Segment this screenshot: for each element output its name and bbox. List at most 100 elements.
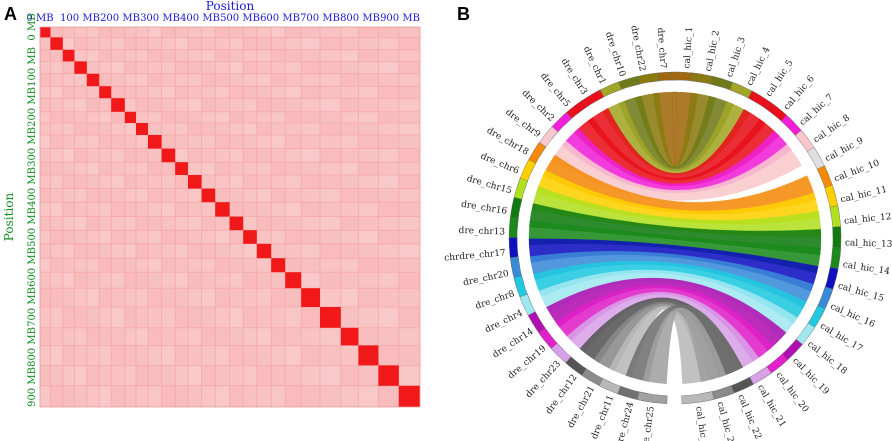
heatmap-offdiag-cell <box>74 111 87 123</box>
heatmap-offdiag-cell <box>111 327 125 346</box>
heatmap-offdiag-cell <box>62 37 75 50</box>
panel-b-label: B <box>457 4 470 24</box>
heatmap-offdiag-cell <box>301 188 320 203</box>
heatmap-offdiag-cell <box>136 37 148 50</box>
heatmap-offdiag-cell <box>188 288 202 307</box>
heatmap-offdiag-cell <box>111 49 125 62</box>
heatmap-offdiag-cell <box>271 307 286 328</box>
heatmap-offdiag-cell <box>124 202 136 217</box>
heatmap-offdiag-cell <box>340 202 359 217</box>
heatmap-x-tick-label: 500 MB <box>220 13 260 24</box>
chord-segments <box>508 71 842 405</box>
heatmap-offdiag-cell <box>340 111 359 123</box>
heatmap-offdiag-cell <box>99 175 112 189</box>
heatmap-offdiag-cell <box>124 123 136 135</box>
heatmap-offdiag-cell <box>50 123 63 135</box>
heatmap-offdiag-cell <box>301 216 320 231</box>
heatmap-offdiag-cell <box>229 148 244 163</box>
heatmap-offdiag-cell <box>86 243 100 259</box>
heatmap-offdiag-cell <box>243 327 257 346</box>
heatmap-offdiag-cell <box>40 98 51 112</box>
heatmap-offdiag-cell <box>320 243 341 259</box>
heatmap-offdiag-cell <box>74 49 87 62</box>
heatmap-offdiag-cell <box>99 162 112 175</box>
heatmap-offdiag-cell <box>320 272 341 289</box>
heatmap-offdiag-cell <box>358 175 379 189</box>
heatmap-offdiag-cell <box>124 148 136 163</box>
heatmap-offdiag-cell <box>398 307 420 328</box>
heatmap-diagonal-block <box>378 365 399 386</box>
chord-label-dre_chr1: dre_chr1 <box>581 45 607 86</box>
heatmap-offdiag-cell <box>74 98 87 112</box>
heatmap-offdiag-cell <box>175 123 188 135</box>
heatmap-offdiag-cell <box>340 188 359 203</box>
heatmap-offdiag-cell <box>124 385 136 407</box>
heatmap-y-tick-label: 300 MB <box>27 127 38 167</box>
heatmap-offdiag-cell <box>40 230 51 244</box>
heatmap-offdiag-cell <box>99 188 112 203</box>
heatmap-offdiag-cell <box>229 230 244 244</box>
heatmap-offdiag-cell <box>229 37 244 50</box>
heatmap-offdiag-cell <box>161 327 176 346</box>
heatmap-offdiag-cell <box>301 98 320 112</box>
heatmap-offdiag-cell <box>161 123 176 135</box>
heatmap-diagonal-block <box>148 135 162 149</box>
heatmap-offdiag-cell <box>340 345 359 366</box>
heatmap-diagonal-block <box>188 175 202 189</box>
heatmap-offdiag-cell <box>340 86 359 99</box>
heatmap-offdiag-cell <box>188 111 202 123</box>
heatmap-offdiag-cell <box>74 288 87 307</box>
chord-segment-cal_hic_24 <box>681 391 715 405</box>
heatmap-offdiag-cell <box>201 73 216 87</box>
heatmap-offdiag-cell <box>188 272 202 289</box>
heatmap-offdiag-cell <box>161 365 176 386</box>
heatmap-offdiag-cell <box>301 258 320 273</box>
chord-label-dre_chr9: dre_chr9 <box>503 108 542 141</box>
heatmap-offdiag-cell <box>201 365 216 386</box>
heatmap-offdiag-cell <box>111 216 125 231</box>
heatmap-offdiag-cell <box>229 345 244 366</box>
heatmap-offdiag-cell <box>124 327 136 346</box>
heatmap-offdiag-cell <box>86 230 100 244</box>
heatmap-offdiag-cell <box>256 98 272 112</box>
heatmap-offdiag-cell <box>111 61 125 74</box>
heatmap-offdiag-cell <box>398 216 420 231</box>
heatmap-offdiag-cell <box>74 175 87 189</box>
heatmap-offdiag-cell <box>215 288 230 307</box>
heatmap-offdiag-cell <box>215 98 230 112</box>
heatmap-offdiag-cell <box>285 188 302 203</box>
heatmap-offdiag-cell <box>62 162 75 175</box>
heatmap-offdiag-cell <box>229 123 244 135</box>
heatmap-offdiag-cell <box>201 123 216 135</box>
heatmap-offdiag-cell <box>50 98 63 112</box>
heatmap-y-tick-label: 900 MB <box>27 367 38 407</box>
heatmap-offdiag-cell <box>301 327 320 346</box>
chord-label-cal_hic_8: cal_hic_8 <box>812 113 852 145</box>
heatmap-offdiag-cell <box>398 37 420 50</box>
chord-label-cal_hic_4: cal_hic_4 <box>745 45 772 87</box>
heatmap-offdiag-cell <box>111 365 125 386</box>
heatmap-offdiag-cell <box>74 86 87 99</box>
heatmap-offdiag-cell <box>62 175 75 189</box>
chord-label-cal_hic_22: cal_hic_22 <box>735 393 762 441</box>
heatmap-offdiag-cell <box>301 385 320 407</box>
heatmap-offdiag-cell <box>201 162 216 175</box>
heatmap-offdiag-cell <box>256 365 272 386</box>
heatmap-offdiag-cell <box>188 243 202 259</box>
heatmap-offdiag-cell <box>136 307 148 328</box>
heatmap-offdiag-cell <box>301 148 320 163</box>
heatmap-offdiag-cell <box>201 61 216 74</box>
heatmap-offdiag-cell <box>340 258 359 273</box>
heatmap-offdiag-cell <box>215 148 230 163</box>
heatmap-offdiag-cell <box>161 202 176 217</box>
heatmap-offdiag-cell <box>148 202 162 217</box>
heatmap-offdiag-cell <box>188 345 202 366</box>
heatmap-offdiag-cell <box>50 27 63 38</box>
heatmap-offdiag-cell <box>271 111 286 123</box>
chord-label-cal_hic_1: cal_hic_1 <box>682 26 695 68</box>
heatmap-offdiag-cell <box>111 175 125 189</box>
heatmap-offdiag-cell <box>148 258 162 273</box>
heatmap-diagonal-block <box>74 61 87 74</box>
heatmap-offdiag-cell <box>188 385 202 407</box>
heatmap-offdiag-cell <box>320 86 341 99</box>
